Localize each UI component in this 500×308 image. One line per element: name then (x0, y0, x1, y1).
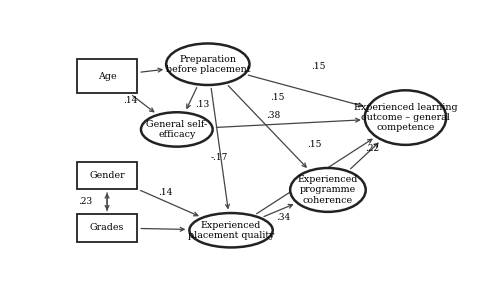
FancyBboxPatch shape (77, 59, 137, 93)
Text: Experienced
placement quality: Experienced placement quality (188, 221, 274, 240)
Text: Age: Age (98, 71, 116, 81)
Text: .13: .13 (195, 100, 209, 109)
FancyBboxPatch shape (77, 162, 137, 189)
Text: .23: .23 (78, 197, 92, 206)
Text: Grades: Grades (90, 223, 124, 232)
Text: .38: .38 (266, 111, 281, 120)
Text: .15: .15 (307, 140, 322, 149)
Text: .15: .15 (270, 93, 285, 102)
Ellipse shape (190, 213, 272, 247)
Text: .22: .22 (364, 144, 379, 153)
Ellipse shape (365, 90, 446, 145)
Text: Experienced learning
outcome – general
competence: Experienced learning outcome – general c… (354, 103, 457, 132)
Text: General self-
efficacy: General self- efficacy (146, 120, 208, 139)
Text: .14: .14 (158, 188, 172, 197)
Text: .34: .34 (276, 213, 290, 222)
Text: .15: .15 (311, 62, 326, 71)
Ellipse shape (290, 168, 366, 212)
Ellipse shape (141, 112, 212, 147)
Text: Experienced
programme
coherence: Experienced programme coherence (298, 175, 358, 205)
Text: Preparation
before placement: Preparation before placement (166, 55, 250, 74)
Ellipse shape (166, 43, 250, 85)
Text: .14: .14 (123, 96, 138, 106)
Text: -.17: -.17 (211, 153, 228, 162)
FancyBboxPatch shape (77, 214, 137, 241)
Text: Gender: Gender (89, 171, 125, 180)
